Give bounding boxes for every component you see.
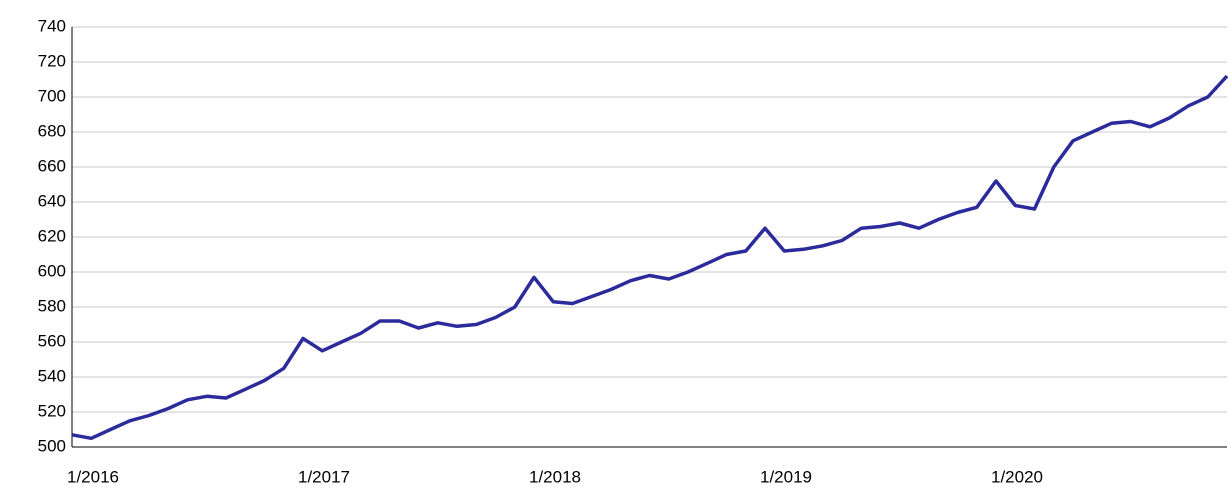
y-tick-label: 720 bbox=[38, 51, 66, 70]
x-tick-label: 1/2016 bbox=[67, 467, 119, 486]
y-tick-label: 620 bbox=[38, 226, 66, 245]
y-tick-label: 640 bbox=[38, 191, 66, 210]
y-tick-label: 520 bbox=[38, 401, 66, 420]
y-tick-label: 740 bbox=[38, 16, 66, 35]
line-series bbox=[71, 74, 1228, 441]
x-tick-label: 1/2017 bbox=[298, 467, 350, 486]
y-tick-label: 560 bbox=[38, 331, 66, 350]
y-tick-label: 600 bbox=[38, 261, 66, 280]
y-tick-label: 540 bbox=[38, 366, 66, 385]
y-tick-label: 580 bbox=[38, 296, 66, 315]
x-tick-label: 1/2018 bbox=[529, 467, 581, 486]
x-tick-label: 1/2019 bbox=[760, 467, 812, 486]
y-tick-label: 700 bbox=[38, 86, 66, 105]
y-tick-label: 500 bbox=[38, 436, 66, 455]
y-tick-label: 660 bbox=[38, 156, 66, 175]
y-tick-label: 680 bbox=[38, 121, 66, 140]
x-tick-label: 1/2020 bbox=[991, 467, 1043, 486]
